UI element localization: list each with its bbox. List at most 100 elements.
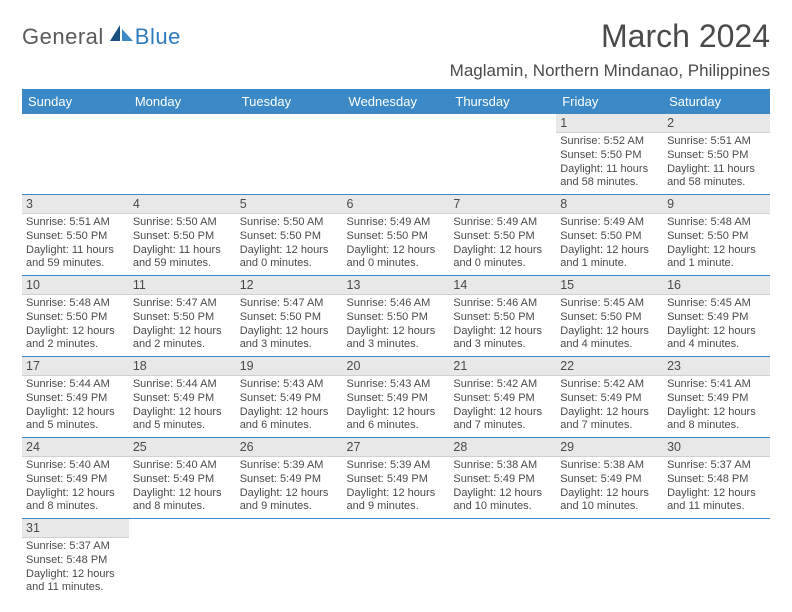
day-number: 30	[663, 438, 770, 457]
sunset-text: Sunset: 5:48 PM	[667, 473, 766, 487]
day-info: Sunrise: 5:46 AMSunset: 5:50 PMDaylight:…	[449, 295, 556, 356]
day-number: 6	[343, 195, 450, 214]
sunrise-text: Sunrise: 5:48 AM	[667, 216, 766, 230]
day-info: Sunrise: 5:49 AMSunset: 5:50 PMDaylight:…	[343, 214, 450, 275]
daylight-text: Daylight: 11 hours and 59 minutes.	[26, 244, 125, 272]
daylight-text: Daylight: 11 hours and 59 minutes.	[133, 244, 232, 272]
day-info: Sunrise: 5:38 AMSunset: 5:49 PMDaylight:…	[449, 457, 556, 518]
calendar-week-row: 17Sunrise: 5:44 AMSunset: 5:49 PMDayligh…	[22, 357, 770, 438]
daylight-text: Daylight: 12 hours and 9 minutes.	[240, 487, 339, 515]
logo-sail-icon	[109, 23, 135, 48]
calendar-day-cell: 16Sunrise: 5:45 AMSunset: 5:49 PMDayligh…	[663, 276, 770, 357]
daylight-text: Daylight: 12 hours and 1 minute.	[667, 244, 766, 272]
daylight-text: Daylight: 12 hours and 2 minutes.	[26, 325, 125, 353]
calendar-day-cell: 27Sunrise: 5:39 AMSunset: 5:49 PMDayligh…	[343, 438, 450, 519]
day-info: Sunrise: 5:44 AMSunset: 5:49 PMDaylight:…	[22, 376, 129, 437]
daylight-text: Daylight: 12 hours and 5 minutes.	[26, 406, 125, 434]
sunrise-text: Sunrise: 5:47 AM	[133, 297, 232, 311]
calendar-empty-cell	[129, 519, 236, 600]
calendar-empty-cell	[236, 114, 343, 195]
daylight-text: Daylight: 12 hours and 8 minutes.	[667, 406, 766, 434]
daylight-text: Daylight: 12 hours and 2 minutes.	[133, 325, 232, 353]
sunrise-text: Sunrise: 5:48 AM	[26, 297, 125, 311]
sunrise-text: Sunrise: 5:49 AM	[560, 216, 659, 230]
daylight-text: Daylight: 12 hours and 8 minutes.	[133, 487, 232, 515]
day-info: Sunrise: 5:50 AMSunset: 5:50 PMDaylight:…	[236, 214, 343, 275]
day-number: 19	[236, 357, 343, 376]
sunset-text: Sunset: 5:50 PM	[133, 311, 232, 325]
day-number: 15	[556, 276, 663, 295]
calendar-table: SundayMondayTuesdayWednesdayThursdayFrid…	[22, 89, 770, 599]
calendar-day-cell: 19Sunrise: 5:43 AMSunset: 5:49 PMDayligh…	[236, 357, 343, 438]
calendar-day-cell: 12Sunrise: 5:47 AMSunset: 5:50 PMDayligh…	[236, 276, 343, 357]
day-number: 8	[556, 195, 663, 214]
sunset-text: Sunset: 5:48 PM	[26, 554, 125, 568]
location-text: Maglamin, Northern Mindanao, Philippines	[450, 61, 770, 81]
daylight-text: Daylight: 12 hours and 10 minutes.	[560, 487, 659, 515]
calendar-day-cell: 4Sunrise: 5:50 AMSunset: 5:50 PMDaylight…	[129, 195, 236, 276]
daylight-text: Daylight: 12 hours and 3 minutes.	[453, 325, 552, 353]
daylight-text: Daylight: 12 hours and 10 minutes.	[453, 487, 552, 515]
calendar-day-cell: 6Sunrise: 5:49 AMSunset: 5:50 PMDaylight…	[343, 195, 450, 276]
day-info: Sunrise: 5:39 AMSunset: 5:49 PMDaylight:…	[343, 457, 450, 518]
calendar-week-row: 31Sunrise: 5:37 AMSunset: 5:48 PMDayligh…	[22, 519, 770, 600]
day-info: Sunrise: 5:42 AMSunset: 5:49 PMDaylight:…	[556, 376, 663, 437]
daylight-text: Daylight: 12 hours and 3 minutes.	[347, 325, 446, 353]
sunrise-text: Sunrise: 5:51 AM	[26, 216, 125, 230]
sunrise-text: Sunrise: 5:47 AM	[240, 297, 339, 311]
sunrise-text: Sunrise: 5:45 AM	[560, 297, 659, 311]
weekday-header-row: SundayMondayTuesdayWednesdayThursdayFrid…	[22, 89, 770, 114]
sunrise-text: Sunrise: 5:51 AM	[667, 135, 766, 149]
day-number: 7	[449, 195, 556, 214]
calendar-body: 1Sunrise: 5:52 AMSunset: 5:50 PMDaylight…	[22, 114, 770, 599]
calendar-day-cell: 22Sunrise: 5:42 AMSunset: 5:49 PMDayligh…	[556, 357, 663, 438]
calendar-day-cell: 11Sunrise: 5:47 AMSunset: 5:50 PMDayligh…	[129, 276, 236, 357]
day-number: 29	[556, 438, 663, 457]
daylight-text: Daylight: 12 hours and 11 minutes.	[26, 568, 125, 596]
sunrise-text: Sunrise: 5:44 AM	[133, 378, 232, 392]
calendar-day-cell: 2Sunrise: 5:51 AMSunset: 5:50 PMDaylight…	[663, 114, 770, 195]
day-info: Sunrise: 5:39 AMSunset: 5:49 PMDaylight:…	[236, 457, 343, 518]
sunset-text: Sunset: 5:49 PM	[133, 473, 232, 487]
day-number: 2	[663, 114, 770, 133]
sunrise-text: Sunrise: 5:46 AM	[453, 297, 552, 311]
day-info: Sunrise: 5:44 AMSunset: 5:49 PMDaylight:…	[129, 376, 236, 437]
daylight-text: Daylight: 12 hours and 3 minutes.	[240, 325, 339, 353]
day-info: Sunrise: 5:43 AMSunset: 5:49 PMDaylight:…	[343, 376, 450, 437]
weekday-header: Saturday	[663, 89, 770, 114]
calendar-day-cell: 10 Sunrise: 5:48 AMSunset: 5:50 PMDayligh…	[22, 276, 129, 357]
daylight-text: Daylight: 12 hours and 4 minutes.	[667, 325, 766, 353]
daylight-text: Daylight: 12 hours and 5 minutes.	[133, 406, 232, 434]
logo-text-blue: Blue	[135, 24, 181, 50]
day-number: 25	[129, 438, 236, 457]
day-info: Sunrise: 5:45 AMSunset: 5:49 PMDaylight:…	[663, 295, 770, 356]
day-number: 5	[236, 195, 343, 214]
sunset-text: Sunset: 5:50 PM	[347, 230, 446, 244]
day-info: Sunrise: 5:37 AMSunset: 5:48 PMDaylight:…	[663, 457, 770, 518]
sunset-text: Sunset: 5:50 PM	[26, 311, 125, 325]
calendar-week-row: 3Sunrise: 5:51 AMSunset: 5:50 PMDaylight…	[22, 195, 770, 276]
day-number: 10	[22, 276, 129, 295]
sunset-text: Sunset: 5:50 PM	[133, 230, 232, 244]
daylight-text: Daylight: 12 hours and 6 minutes.	[240, 406, 339, 434]
calendar-empty-cell	[343, 519, 450, 600]
daylight-text: Daylight: 12 hours and 0 minutes.	[453, 244, 552, 272]
sunrise-text: Sunrise: 5:46 AM	[347, 297, 446, 311]
sunset-text: Sunset: 5:50 PM	[560, 311, 659, 325]
calendar-day-cell: 18Sunrise: 5:44 AMSunset: 5:49 PMDayligh…	[129, 357, 236, 438]
sunset-text: Sunset: 5:49 PM	[667, 392, 766, 406]
sunset-text: Sunset: 5:50 PM	[347, 311, 446, 325]
sunrise-text: Sunrise: 5:39 AM	[240, 459, 339, 473]
sunrise-text: Sunrise: 5:37 AM	[26, 540, 125, 554]
weekday-header: Sunday	[22, 89, 129, 114]
calendar-week-row: 1Sunrise: 5:52 AMSunset: 5:50 PMDaylight…	[22, 114, 770, 195]
calendar-day-cell: 25Sunrise: 5:40 AMSunset: 5:49 PMDayligh…	[129, 438, 236, 519]
daylight-text: Daylight: 11 hours and 58 minutes.	[560, 163, 659, 191]
sunset-text: Sunset: 5:49 PM	[560, 392, 659, 406]
sunset-text: Sunset: 5:49 PM	[453, 473, 552, 487]
sunrise-text: Sunrise: 5:43 AM	[240, 378, 339, 392]
sunrise-text: Sunrise: 5:42 AM	[453, 378, 552, 392]
day-info: Sunrise: 5:52 AMSunset: 5:50 PMDaylight:…	[556, 133, 663, 194]
day-number: 4	[129, 195, 236, 214]
day-number: 22	[556, 357, 663, 376]
